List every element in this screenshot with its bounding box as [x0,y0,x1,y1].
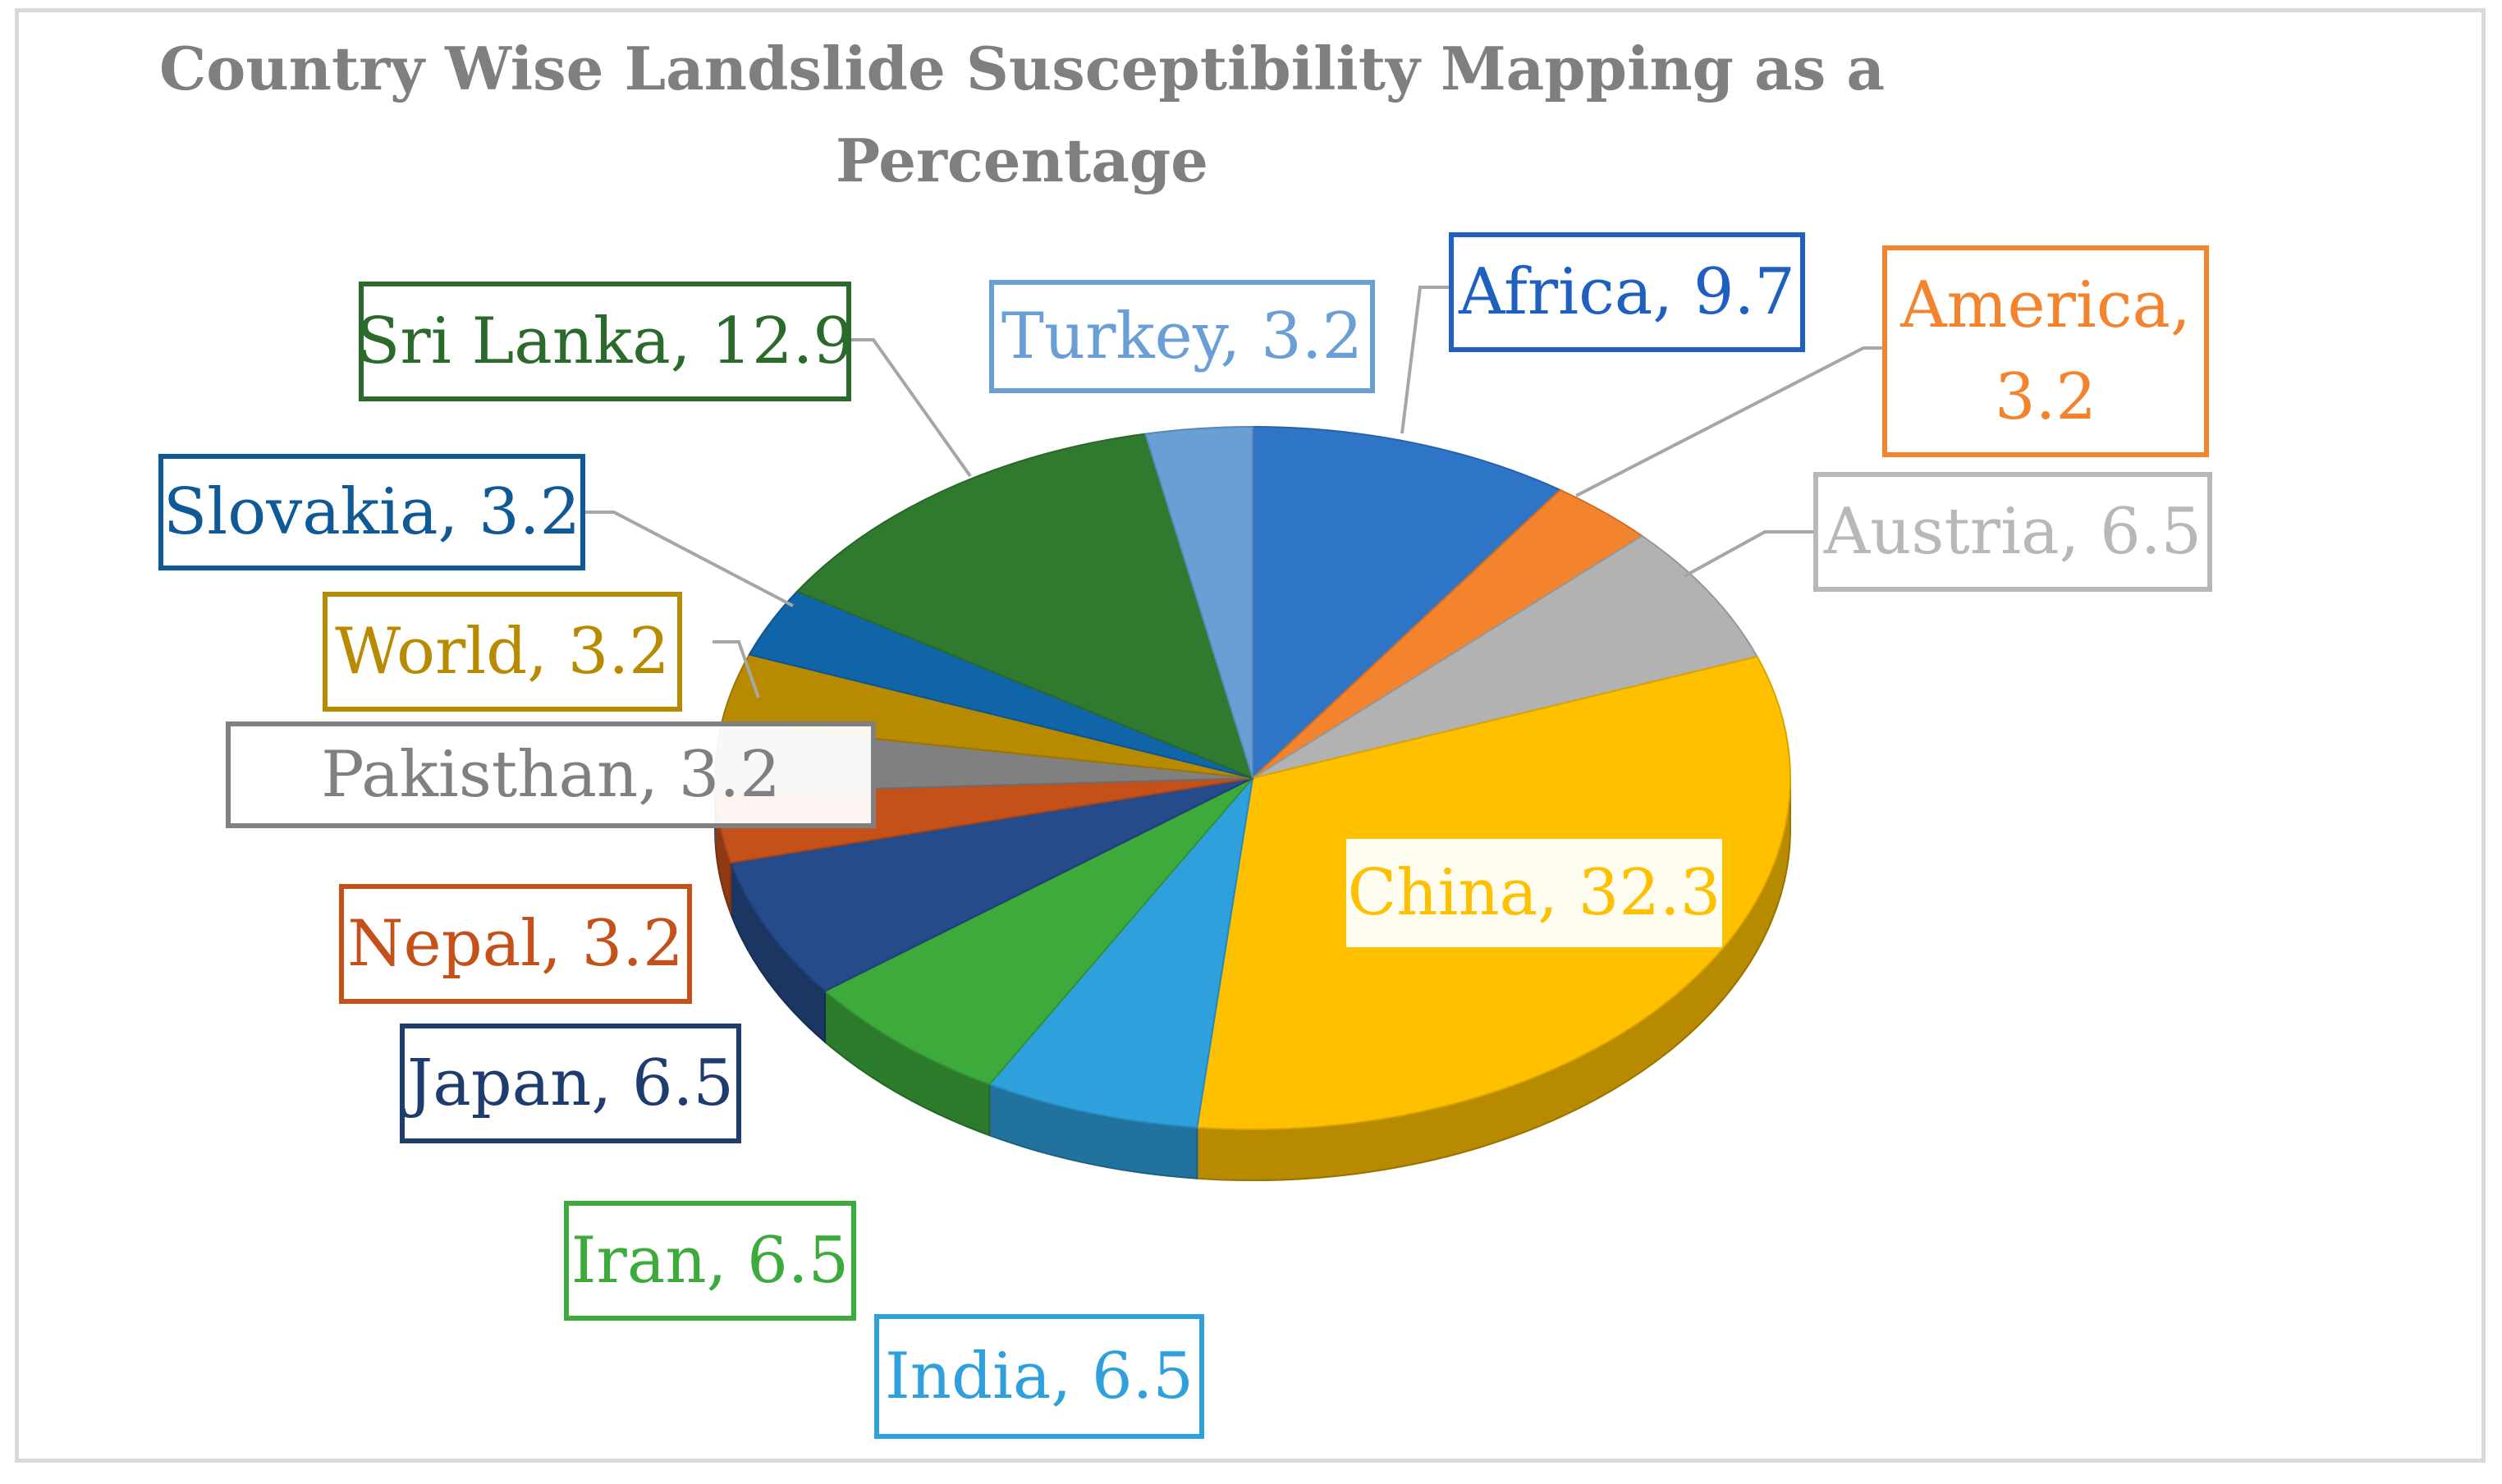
pie-top-slices [714,425,1792,1130]
pie-slice-turkey [1144,425,1253,779]
data-label-pakisthan: Pakisthan, 3.2 [226,721,876,828]
data-label-america: America, 3.2 [1882,245,2209,457]
data-label-text: Sri Lanka, 12.9 [356,305,854,378]
data-label-iran: Iran, 6.5 [564,1201,856,1321]
data-label-japan: Japan, 6.5 [400,1024,741,1143]
pie-slice-iran [823,777,1253,1086]
pie-slice-india [988,775,1254,1129]
data-label-text: Austria, 6.5 [1823,495,2202,569]
data-label-text: 3.2 [1995,360,2096,434]
leader-line-africa [1400,286,1451,434]
data-label-text: Iran, 6.5 [571,1224,849,1298]
data-labels: Africa, 9.7 America, 3.2 Austria, 6.5 China,… [158,232,2212,1439]
pie-slice-japan [729,777,1253,992]
leader-line-austria [1684,530,1816,578]
pie-slice-sri-lanka [795,433,1254,780]
data-label-text: Japan, 6.5 [401,1047,734,1120]
data-label-text: Nepal, 3.2 [347,907,683,981]
data-label-africa: Africa, 9.7 [1449,232,1805,352]
data-label-turkey: Turkey, 3.2 [989,280,1375,393]
leader-line-world [713,640,760,698]
data-label-slovakia: Slovakia, 3.2 [158,454,585,570]
pie-slice-africa [1252,425,1562,781]
data-label-world: World, 3.2 [323,592,682,712]
data-label-text: Pakisthan, 3.2 [321,738,781,812]
leader-line-sri-lanka [849,338,972,478]
data-label-india: India, 6.5 [874,1314,1204,1439]
data-label-text: China, 32.3 [1348,856,1721,930]
data-label-text: Slovakia, 3.2 [163,475,580,549]
data-label-nepal: Nepal, 3.2 [339,884,692,1004]
data-label-austria: Austria, 6.5 [1813,472,2212,592]
data-label-text: World, 3.2 [335,615,670,689]
data-label-china: China, 32.3 [1346,839,1722,947]
data-label-text: India, 6.5 [885,1340,1194,1413]
leader-lines [583,286,1885,698]
pie-slice-austria [1252,534,1759,779]
data-label-text: Turkey, 3.2 [1001,300,1363,373]
leader-line-slovakia [583,511,794,607]
leader-line-america [1575,346,1885,497]
data-label-sri-lanka: Sri Lanka, 12.9 [356,282,854,401]
chart-title: Country Wise Landslide Susceptibility Ma… [159,34,1885,195]
data-label-text: America, [1899,268,2191,342]
data-label-text: Africa, 9.7 [1458,255,1795,329]
